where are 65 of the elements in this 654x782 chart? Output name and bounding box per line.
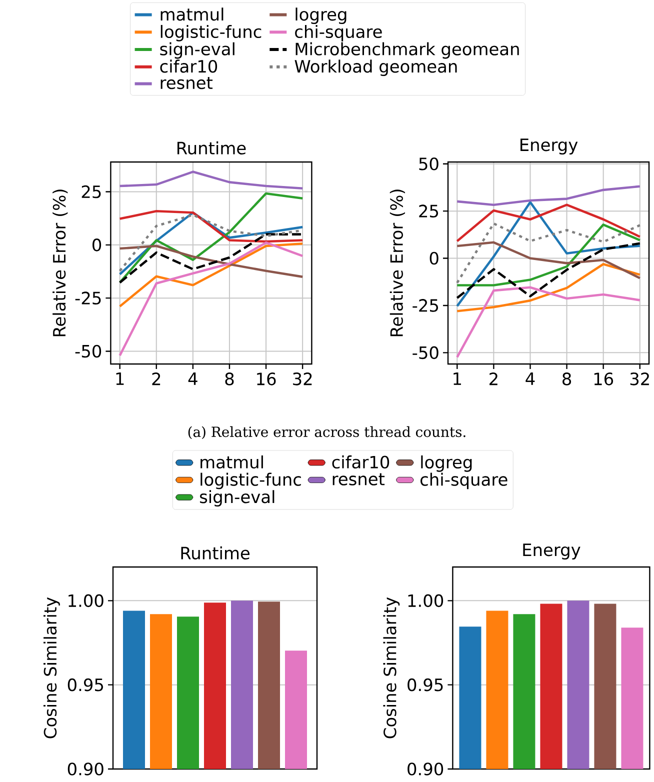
y-tick-label: 0.90: [68, 762, 104, 776]
x-tick-label: 4: [188, 372, 198, 385]
line-series: [456, 185, 642, 206]
legend-label: matmul: [200, 455, 263, 469]
line-series: [456, 286, 642, 358]
y-tick-label: -25: [412, 299, 438, 312]
legend-label: resnet: [160, 77, 213, 90]
line-series: [118, 242, 304, 308]
line-series: [118, 244, 304, 278]
y-tick-label: 25: [419, 204, 438, 218]
y-axis-title: Cosine Similarity: [44, 597, 60, 738]
x-tick-label: 4: [526, 372, 535, 385]
x-tick-label: 1: [116, 372, 124, 385]
legend-label: cifar10: [332, 455, 390, 469]
y-tick-label: -25: [75, 292, 101, 304]
x-tick-label: 32: [630, 372, 649, 386]
chart-title: Energy: [523, 544, 580, 560]
y-tick-label: 0: [92, 238, 102, 252]
y-tick-label: -50: [75, 344, 102, 358]
line-series: [118, 210, 304, 243]
x-tick-label: 8: [562, 372, 572, 386]
x-tick-label: 8: [225, 372, 234, 386]
chart-title: Runtime: [177, 141, 246, 154]
legend-label: sign-eval: [200, 490, 274, 507]
text: (a) Relative error across thread counts.: [188, 426, 466, 440]
line-series: [456, 242, 642, 300]
x-tick-label: 2: [490, 372, 498, 386]
chart-title: Runtime: [181, 546, 250, 560]
y-tick-label: 0.95: [408, 678, 443, 692]
y-tick-label: 50: [419, 157, 438, 170]
legend-label: matmul: [160, 8, 224, 21]
line-series: [456, 201, 642, 308]
line-series: [456, 204, 642, 242]
line-series: [118, 241, 304, 357]
line-series: [118, 170, 304, 190]
y-tick-label: 0.95: [68, 678, 103, 692]
legend-label: Workload geomean: [294, 60, 457, 76]
y-tick-label: 1.00: [68, 594, 104, 608]
line-series: [456, 262, 642, 312]
legend-label: logreg: [421, 455, 472, 472]
legend-label: logistic-func: [200, 472, 301, 490]
x-tick-label: 1: [454, 372, 461, 385]
y-tick-label: 1.00: [408, 594, 444, 608]
x-tick-label: 16: [594, 372, 614, 386]
y-axis-title: Relative Error (%): [390, 190, 405, 336]
line-series: [118, 233, 304, 284]
legend-label: chi-square: [295, 24, 382, 42]
x-tick-label: 2: [152, 372, 160, 386]
x-tick-label: 16: [257, 372, 276, 386]
y-axis-title: Relative Error (%): [52, 190, 68, 336]
legend-label: Microbenchmark geomean: [296, 42, 519, 59]
y-tick-label: 25: [82, 185, 101, 198]
chart-title: Energy: [520, 138, 578, 154]
legend-label: cifar10: [160, 60, 218, 73]
x-tick-label: 32: [293, 372, 312, 386]
legend-label: logreg: [296, 8, 346, 24]
y-tick-label: 0: [430, 252, 438, 265]
y-axis-title: Cosine Similarity: [383, 597, 400, 738]
legend-label: resnet: [332, 473, 385, 486]
legend-label: logistic-func: [160, 24, 262, 42]
legend-label: sign-eval: [160, 42, 234, 59]
line-series: [456, 241, 642, 280]
legend-label: chi-square: [420, 472, 508, 490]
y-tick-label: 0.90: [408, 762, 444, 776]
y-tick-label: -50: [412, 346, 438, 360]
